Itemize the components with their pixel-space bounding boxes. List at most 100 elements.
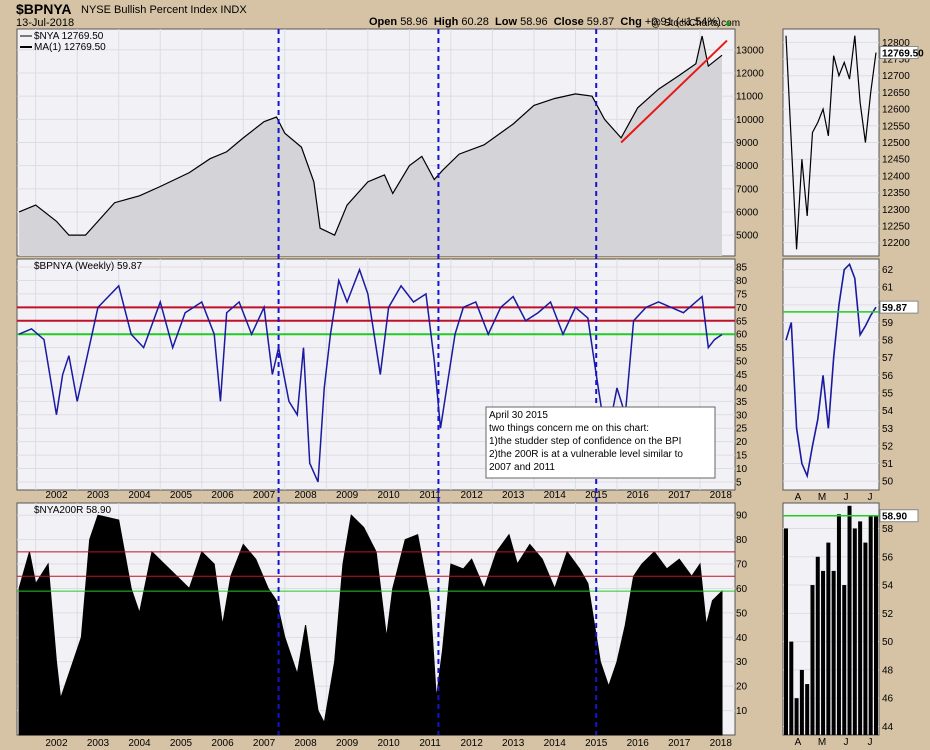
y-tick-label: 50: [736, 608, 748, 619]
side-line: [785, 35, 877, 250]
x-year-label: 2017: [668, 738, 691, 749]
x-year-label: 2016: [627, 490, 650, 501]
trendline: [620, 39, 728, 144]
side-bar: [863, 542, 868, 735]
open-value: 58.96: [400, 16, 428, 28]
side-bar: [810, 585, 815, 735]
y-tick-label: 12200: [882, 238, 910, 249]
bpi-line: [18, 267, 723, 483]
side-x-label: J: [844, 492, 849, 503]
y-tick-label: 56: [882, 552, 894, 563]
y-tick-label: 90: [736, 511, 748, 522]
index-name: NYSE Bullish Percent Index: [81, 4, 218, 16]
y-tick-label: 57: [882, 353, 894, 364]
quote-bar: Open 58.96 High 60.28 Low 58.96 Close 59…: [369, 16, 733, 28]
y-tick-label: 70: [736, 560, 748, 571]
annotation-box: [485, 406, 716, 479]
y-tick-label: 7000: [736, 184, 759, 195]
last-value-box: [879, 46, 919, 60]
legend-label: $BPNYA (Weekly) 59.87: [34, 261, 142, 272]
y-tick-label: 12700: [882, 71, 910, 82]
y-tick-label: 80: [736, 535, 748, 546]
low-label: Low: [495, 16, 518, 28]
y-tick-label: 25: [736, 424, 748, 435]
y-tick-label: 75: [736, 289, 748, 300]
y-tick-label: 12550: [882, 121, 910, 132]
price-line: [18, 35, 723, 236]
side-bar: [868, 515, 873, 735]
y-tick-label: 80: [736, 276, 748, 287]
y-tick-label: 52: [882, 441, 894, 452]
y-tick-label: 15: [736, 451, 748, 462]
side-panel-2: [782, 502, 880, 736]
x-year-label: 2003: [87, 490, 110, 501]
y-tick-label: 58: [882, 524, 894, 535]
y-tick-label: 12400: [882, 171, 910, 182]
chg-value: +0.91 (+1.54%): [644, 16, 721, 28]
x-year-label: 2018: [710, 490, 733, 501]
high-label: High: [433, 16, 459, 28]
side-x-label: J: [844, 737, 849, 748]
y-tick-label: 53: [882, 424, 894, 435]
y-tick-label: 12600: [882, 105, 910, 116]
y-tick-label: 12450: [882, 155, 910, 166]
x-year-label: 2007: [253, 738, 276, 749]
side-bar: [852, 528, 857, 735]
x-year-label: 2013: [502, 490, 525, 501]
side-line: [785, 262, 877, 479]
y-tick-label: 12300: [882, 205, 910, 216]
chart-symbol: $BPNYA: [16, 1, 72, 17]
open-label: Open: [369, 16, 398, 28]
y-tick-label: 12750: [882, 55, 910, 66]
y-tick-label: 60: [736, 584, 748, 595]
y-tick-label: 55: [882, 389, 894, 400]
x-year-label: 2014: [544, 490, 567, 501]
x-year-label: 2015: [585, 490, 608, 501]
y-tick-label: 65: [736, 316, 748, 327]
y-tick-label: 51: [882, 459, 894, 470]
x-year-label: 2006: [211, 738, 234, 749]
x-year-label: 2015: [585, 738, 608, 749]
up-triangle-icon: ▲: [723, 17, 733, 27]
stockcharts-brand: @ StockCharts.com: [651, 18, 741, 29]
y-tick-label: 40: [736, 633, 748, 644]
y-tick-label: 62: [882, 265, 894, 276]
annotation-line: April 30 2015: [489, 410, 548, 421]
y-tick-label: 12350: [882, 188, 910, 199]
side-bar: [842, 585, 847, 735]
y-tick-label: 20: [736, 437, 748, 448]
x-year-label: 2014: [544, 738, 567, 749]
x-year-label: 2007: [253, 490, 276, 501]
x-year-label: 2004: [128, 490, 151, 501]
y-tick-label: 58: [882, 336, 894, 347]
y-tick-label: 50: [882, 637, 894, 648]
legend-label: MA(1) 12769.50: [34, 42, 106, 53]
close-label: Close: [553, 16, 584, 28]
side-bar: [799, 669, 804, 735]
side-x-label: A: [795, 492, 802, 503]
x-year-label: 2005: [170, 490, 193, 501]
exchange-label: INDX: [220, 4, 247, 16]
last-value-box: [879, 300, 919, 314]
x-year-label: 2017: [668, 490, 691, 501]
y-tick-label: 60: [736, 330, 748, 341]
x-year-label: 2018: [710, 738, 733, 749]
y-tick-label: 9000: [736, 138, 759, 149]
y-tick-label: 10: [736, 706, 748, 717]
side-panel-1: [782, 258, 880, 491]
legend-label: $NYA200R 58.90: [34, 505, 112, 516]
chart-name: NYSE Bullish Percent Index INDX: [81, 4, 247, 16]
y-tick-label: 30: [736, 410, 748, 421]
high-value: 60.28: [461, 16, 489, 28]
y-tick-label: 12800: [882, 38, 910, 49]
side-bar: [805, 684, 810, 735]
x-year-label: 2005: [170, 738, 193, 749]
annotation-line: 1)the studder step of confidence on the …: [489, 436, 681, 447]
side-bar: [874, 515, 878, 735]
side-bar: [789, 641, 794, 735]
x-year-label: 2011: [419, 738, 441, 749]
y-tick-label: 52: [882, 609, 894, 620]
x-year-label: 2006: [211, 490, 234, 501]
y-tick-label: 70: [736, 303, 748, 314]
